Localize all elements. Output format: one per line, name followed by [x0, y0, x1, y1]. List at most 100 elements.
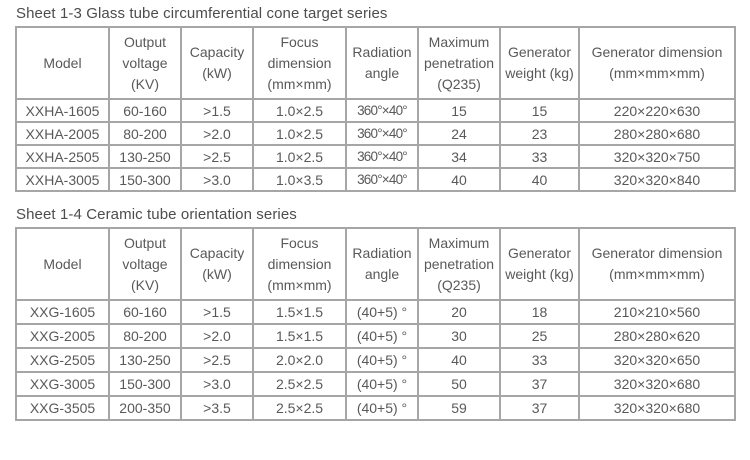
table-row: XXHA-2505 130-250 >2.5 1.0×2.5 360°×40° 34 33 3…: [15, 144, 736, 169]
cell-focus-dimension: 1.0×2.5: [252, 144, 347, 169]
cell-focus-dimension: 1.5×1.5: [252, 299, 347, 325]
cell-max-penetration: 40: [417, 167, 501, 192]
cell-capacity: >3.0: [180, 371, 254, 397]
col-header-generator-weight: Generator weight (kg): [499, 227, 580, 301]
cell-generator-dimension: 320×320×650: [578, 347, 736, 373]
col-header-generator-dimension: Generator dimension (mm×mm×mm): [578, 26, 736, 100]
cell-radiation-angle: (40+5) °: [345, 371, 419, 397]
cell-model: XXHA-2505: [15, 144, 110, 169]
cell-output-voltage: 130-250: [108, 347, 182, 373]
cell-output-voltage: 80-200: [108, 121, 182, 146]
cell-radiation-angle: 360°×40°: [345, 98, 419, 123]
cell-radiation-angle: (40+5) °: [345, 395, 419, 421]
col-header-generator-dimension: Generator dimension (mm×mm×mm): [578, 227, 736, 301]
cell-generator-dimension: 320×320×750: [578, 144, 736, 169]
cell-max-penetration: 50: [417, 371, 501, 397]
col-header-capacity: Capacity (kW): [180, 227, 254, 301]
table-row: XXG-1605 60-160 >1.5 1.5×1.5 (40+5) ° 20 18 210…: [15, 299, 736, 325]
cell-model: XXHA-2005: [15, 121, 110, 146]
cell-model: XXG-3005: [15, 371, 110, 397]
cell-focus-dimension: 1.0×2.5: [252, 98, 347, 123]
cell-capacity: >3.0: [180, 167, 254, 192]
cell-output-voltage: 200-350: [108, 395, 182, 421]
cell-focus-dimension: 1.0×2.5: [252, 121, 347, 146]
table-row: XXHA-2005 80-200 >2.0 1.0×2.5 360°×40° 24 23 28…: [15, 121, 736, 146]
table-row: XXG-2005 80-200 >2.0 1.5×1.5 (40+5) ° 30 25 280…: [15, 323, 736, 349]
cell-capacity: >3.5: [180, 395, 254, 421]
col-header-output-voltage: Output voltage (KV): [108, 227, 182, 301]
col-header-focus-dimension: Focus dimension (mm×mm): [252, 26, 347, 100]
cell-max-penetration: 30: [417, 323, 501, 349]
header-row: Model Output voltage (KV) Capacity (kW) …: [15, 227, 736, 301]
cell-focus-dimension: 1.0×3.5: [252, 167, 347, 192]
col-header-radiation-angle: Radiation angle: [345, 26, 419, 100]
cell-generator-weight: 37: [499, 395, 580, 421]
col-header-focus-dimension: Focus dimension (mm×mm): [252, 227, 347, 301]
ceramic-tube-spec-table: Model Output voltage (KV) Capacity (kW) …: [15, 227, 736, 421]
cell-capacity: >2.0: [180, 323, 254, 349]
cell-generator-dimension: 320×320×680: [578, 395, 736, 421]
cell-output-voltage: 60-160: [108, 299, 182, 325]
cell-capacity: >2.5: [180, 144, 254, 169]
cell-focus-dimension: 2.5×2.5: [252, 395, 347, 421]
cell-radiation-angle: (40+5) °: [345, 347, 419, 373]
cell-radiation-angle: 360°×40°: [345, 144, 419, 169]
col-header-model: Model: [15, 26, 110, 100]
cell-generator-dimension: 280×280×680: [578, 121, 736, 146]
col-header-output-voltage: Output voltage (KV): [108, 26, 182, 100]
col-header-generator-weight: Generator weight (kg): [499, 26, 580, 100]
cell-generator-dimension: 320×320×840: [578, 167, 736, 192]
cell-capacity: >1.5: [180, 299, 254, 325]
col-header-max-penetration: Maximum penetration (Q235): [417, 26, 501, 100]
cell-generator-weight: 40: [499, 167, 580, 192]
table-row: XXG-3005 150-300 >3.0 2.5×2.5 (40+5) ° 50 37 32…: [15, 371, 736, 397]
cell-model: XXG-2505: [15, 347, 110, 373]
cell-generator-weight: 25: [499, 323, 580, 349]
table-row: XXHA-3005 150-300 >3.0 1.0×3.5 360°×40° 40 40 3…: [15, 167, 736, 192]
cell-max-penetration: 20: [417, 299, 501, 325]
header-row: Model Output voltage (KV) Capacity (kW) …: [15, 26, 736, 100]
cell-max-penetration: 40: [417, 347, 501, 373]
cell-capacity: >1.5: [180, 98, 254, 123]
cell-radiation-angle: 360°×40°: [345, 121, 419, 146]
cell-focus-dimension: 1.5×1.5: [252, 323, 347, 349]
cell-generator-weight: 15: [499, 98, 580, 123]
table-row: XXG-3505 200-350 >3.5 2.5×2.5 (40+5) ° 59 37 32…: [15, 395, 736, 421]
col-header-radiation-angle: Radiation angle: [345, 227, 419, 301]
cell-capacity: >2.0: [180, 121, 254, 146]
col-header-max-penetration: Maximum penetration (Q235): [417, 227, 501, 301]
cell-output-voltage: 80-200: [108, 323, 182, 349]
cell-focus-dimension: 2.5×2.5: [252, 371, 347, 397]
sheet-1-3-title: Sheet 1-3 Glass tube circumferential con…: [16, 5, 388, 22]
cell-model: XXG-3505: [15, 395, 110, 421]
cell-generator-dimension: 320×320×680: [578, 371, 736, 397]
cell-model: XXG-1605: [15, 299, 110, 325]
cell-max-penetration: 34: [417, 144, 501, 169]
cell-generator-dimension: 280×280×620: [578, 323, 736, 349]
cell-generator-dimension: 220×220×630: [578, 98, 736, 123]
table-row: XXHA-1605 60-160 >1.5 1.0×2.5 360°×40° 15 15 22…: [15, 98, 736, 123]
cell-generator-weight: 33: [499, 144, 580, 169]
table-row: XXG-2505 130-250 >2.5 2.0×2.0 (40+5) ° 40 33 32…: [15, 347, 736, 373]
cell-model: XXG-2005: [15, 323, 110, 349]
cell-generator-weight: 37: [499, 371, 580, 397]
cell-generator-dimension: 210×210×560: [578, 299, 736, 325]
cell-max-penetration: 15: [417, 98, 501, 123]
cell-output-voltage: 150-300: [108, 371, 182, 397]
cell-model: XXHA-1605: [15, 98, 110, 123]
cell-radiation-angle: (40+5) °: [345, 299, 419, 325]
cell-max-penetration: 24: [417, 121, 501, 146]
cell-output-voltage: 60-160: [108, 98, 182, 123]
glass-tube-spec-table: Model Output voltage (KV) Capacity (kW) …: [15, 26, 736, 192]
cell-generator-weight: 18: [499, 299, 580, 325]
cell-output-voltage: 150-300: [108, 167, 182, 192]
cell-generator-weight: 23: [499, 121, 580, 146]
sheet-1-4-title: Sheet 1-4 Ceramic tube orientation serie…: [16, 206, 297, 223]
cell-model: XXHA-3005: [15, 167, 110, 192]
cell-focus-dimension: 2.0×2.0: [252, 347, 347, 373]
cell-generator-weight: 33: [499, 347, 580, 373]
cell-capacity: >2.5: [180, 347, 254, 373]
col-header-capacity: Capacity (kW): [180, 26, 254, 100]
cell-radiation-angle: (40+5) °: [345, 323, 419, 349]
